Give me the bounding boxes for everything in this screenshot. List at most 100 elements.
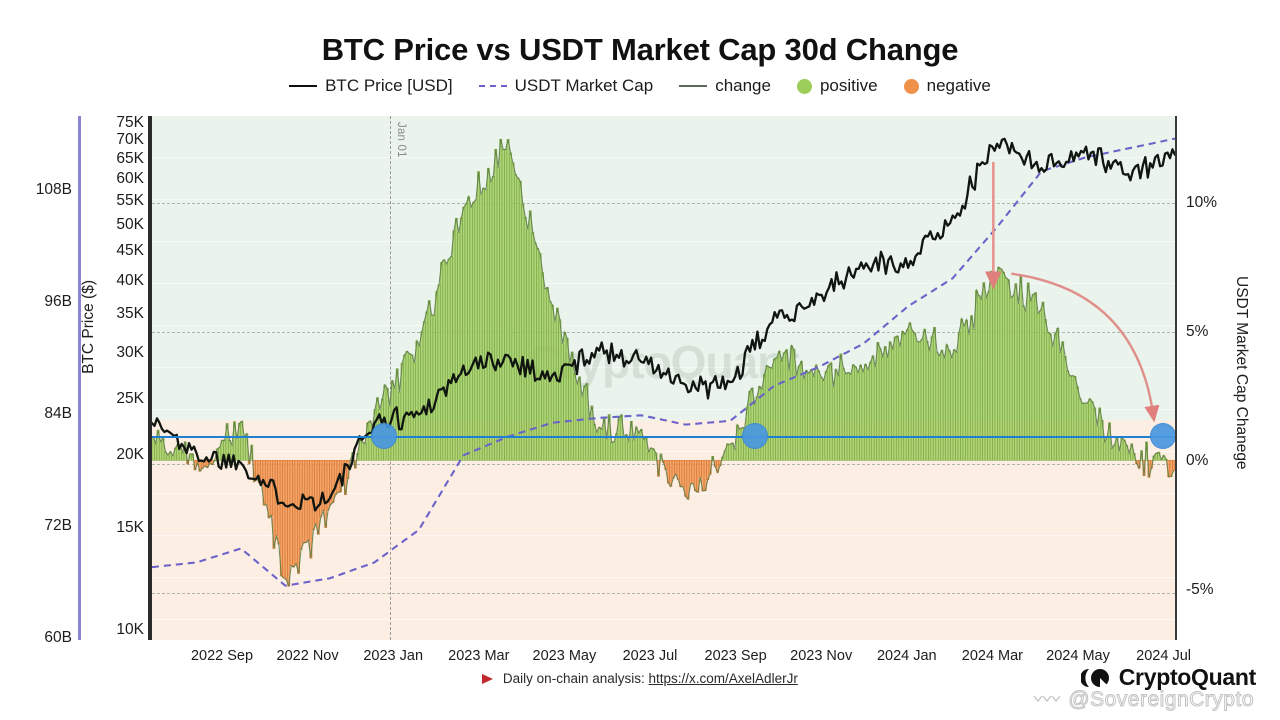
x-axis-tick: 2022 Sep — [190, 648, 254, 664]
change-bar — [938, 355, 941, 461]
btc-axis-tick: 65K — [116, 149, 144, 167]
change-bar — [1063, 356, 1067, 461]
change-bar — [477, 171, 480, 461]
x-axis-tick: 2023 Jul — [622, 648, 678, 664]
change-bar — [472, 201, 475, 461]
change-bar — [447, 258, 451, 461]
change-bar — [738, 428, 742, 461]
change-bar — [580, 395, 584, 461]
usdt-marketcap-line — [152, 137, 1175, 587]
change-bar — [694, 460, 697, 492]
change-bar — [952, 349, 956, 461]
change-bar — [834, 369, 838, 461]
footer-prefix: Daily on-chain analysis: — [502, 671, 645, 686]
legend-item-btc-price[interactable]: BTC Price [USD] — [289, 76, 453, 96]
btc-price-line — [152, 137, 1175, 512]
change-bar — [844, 373, 848, 461]
change-bar — [1103, 441, 1107, 461]
legend-dot-positive-icon — [796, 78, 812, 94]
footer-link[interactable]: https://x.com/AxelAdlerJr — [648, 671, 798, 686]
change-bar — [420, 331, 424, 461]
change-bar — [790, 345, 793, 461]
change-bar — [1110, 447, 1114, 461]
cryptoquant-brand-label: CryptoQuant — [1118, 664, 1257, 690]
change-bar — [491, 175, 495, 461]
arrow-curved-annotation — [1011, 272, 1160, 423]
chart-plot-area[interactable]: CryptoQuant Jan 01 — [150, 116, 1175, 640]
change-bar — [504, 149, 508, 461]
cryptoquant-brand: CryptoQuant — [1080, 664, 1257, 691]
change-bar — [496, 167, 500, 461]
change-bar — [767, 366, 771, 461]
change-bar — [992, 286, 996, 461]
change-bar — [282, 460, 286, 579]
btc-price-axis: 75K 70K 65K 60K 55K 50K 45K 40K 35K 30K 25K 20K 15K 1… — [96, 114, 144, 640]
change-bar — [494, 148, 498, 461]
change-bar — [962, 325, 966, 461]
change-bar — [440, 262, 443, 461]
legend-item-negative[interactable]: negative — [903, 76, 991, 96]
change-bar — [997, 266, 1001, 461]
change-bar — [856, 372, 860, 461]
change-bar — [514, 174, 517, 461]
change-bar — [893, 336, 897, 461]
change-bar — [583, 385, 586, 461]
plot-right-spine — [1175, 116, 1177, 640]
change-bar — [464, 203, 468, 461]
change-bar — [1026, 282, 1030, 461]
change-bar — [159, 441, 162, 461]
change-bar — [1004, 277, 1008, 461]
legend-item-positive[interactable]: positive — [796, 76, 878, 96]
change-bars — [152, 138, 1175, 587]
change-bar — [1048, 333, 1052, 461]
change-bar — [829, 362, 833, 461]
change-bar — [625, 434, 628, 461]
change-bar — [612, 441, 616, 461]
change-bar — [1073, 376, 1077, 461]
change-bar — [681, 460, 685, 488]
usdt-marketcap-axis-tick: 96B — [44, 293, 72, 310]
change-bar — [565, 338, 569, 461]
legend-item-change[interactable]: change — [679, 76, 771, 96]
btc-price-axis-label: BTC Price ($) — [80, 280, 97, 374]
change-bar — [166, 454, 170, 461]
highlight-marker-3[interactable] — [1150, 423, 1175, 449]
x-axis-tick: 2022 Nov — [276, 648, 339, 664]
change-bar — [1002, 271, 1005, 461]
change-bar — [822, 380, 826, 461]
change-bar — [331, 460, 335, 503]
change-bar — [292, 460, 296, 568]
change-bar — [933, 327, 936, 461]
change-bar — [605, 438, 609, 461]
change-bar — [824, 371, 828, 461]
change-bar — [393, 388, 397, 461]
change-bar — [304, 460, 308, 543]
change-bar — [425, 311, 429, 461]
change-bar — [1076, 386, 1079, 461]
change-bar — [479, 194, 483, 461]
change-bar — [772, 358, 776, 461]
change-bar — [876, 342, 880, 461]
change-bar — [422, 321, 426, 461]
change-bar — [859, 364, 862, 461]
change-outline-line — [152, 139, 1175, 587]
gridline-0pct — [152, 464, 1175, 465]
btc-axis-tick: 30K — [116, 344, 144, 362]
change-bar — [906, 329, 909, 461]
change-bar — [474, 199, 478, 461]
change-bar — [1071, 375, 1074, 461]
change-bar — [960, 318, 964, 461]
highlight-marker-2[interactable] — [742, 423, 768, 449]
change-bar — [674, 460, 678, 475]
change-bar — [314, 460, 318, 525]
gridline-neg5pct — [152, 593, 1175, 594]
change-bar — [410, 354, 414, 461]
legend-item-usdt-market-cap[interactable]: USDT Market Cap — [478, 76, 653, 96]
highlight-marker-1[interactable] — [371, 423, 397, 449]
change-bar — [861, 371, 865, 461]
change-bar — [558, 319, 562, 461]
x-axis-ticks: 2022 Sep 2022 Nov 2023 Jan 2023 Mar 2023 May… — [150, 648, 1191, 670]
change-bar — [854, 366, 858, 461]
gridline-5pct — [152, 332, 1175, 333]
change-bar — [265, 460, 268, 506]
